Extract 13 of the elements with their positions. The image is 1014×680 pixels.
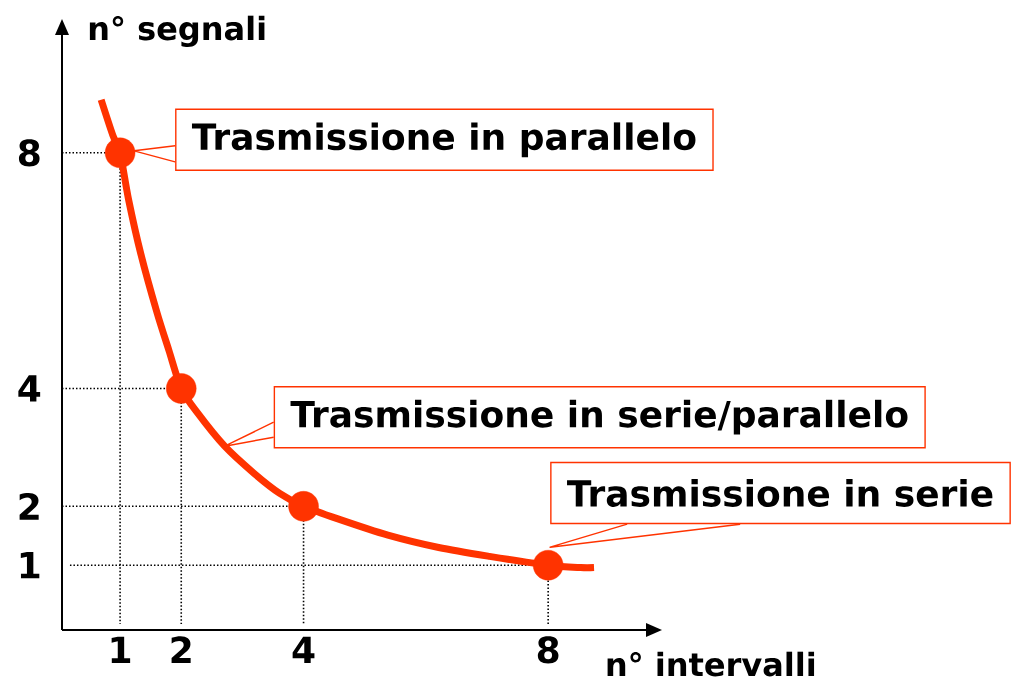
x-tick-label: 2 — [171, 636, 191, 663]
y-tick-label: 2 — [19, 492, 39, 520]
y-tick-label: 1 — [20, 552, 40, 579]
annotation: Trasmissione in parallelo — [191, 122, 696, 158]
annotation: Trasmissione in serie/parallelo — [290, 399, 908, 435]
x-tick-label: 8 — [537, 636, 559, 664]
x-tick-label: 4 — [292, 636, 315, 663]
x-axis-title: n° intervalli — [607, 651, 815, 677]
y-axis-title: n° segnali — [89, 15, 265, 47]
x-tick-label: 1 — [111, 636, 131, 663]
annotation: Trasmissione in serie — [567, 479, 993, 507]
y-tick-label: 4 — [18, 375, 41, 402]
y-tick-label: 8 — [18, 139, 40, 167]
